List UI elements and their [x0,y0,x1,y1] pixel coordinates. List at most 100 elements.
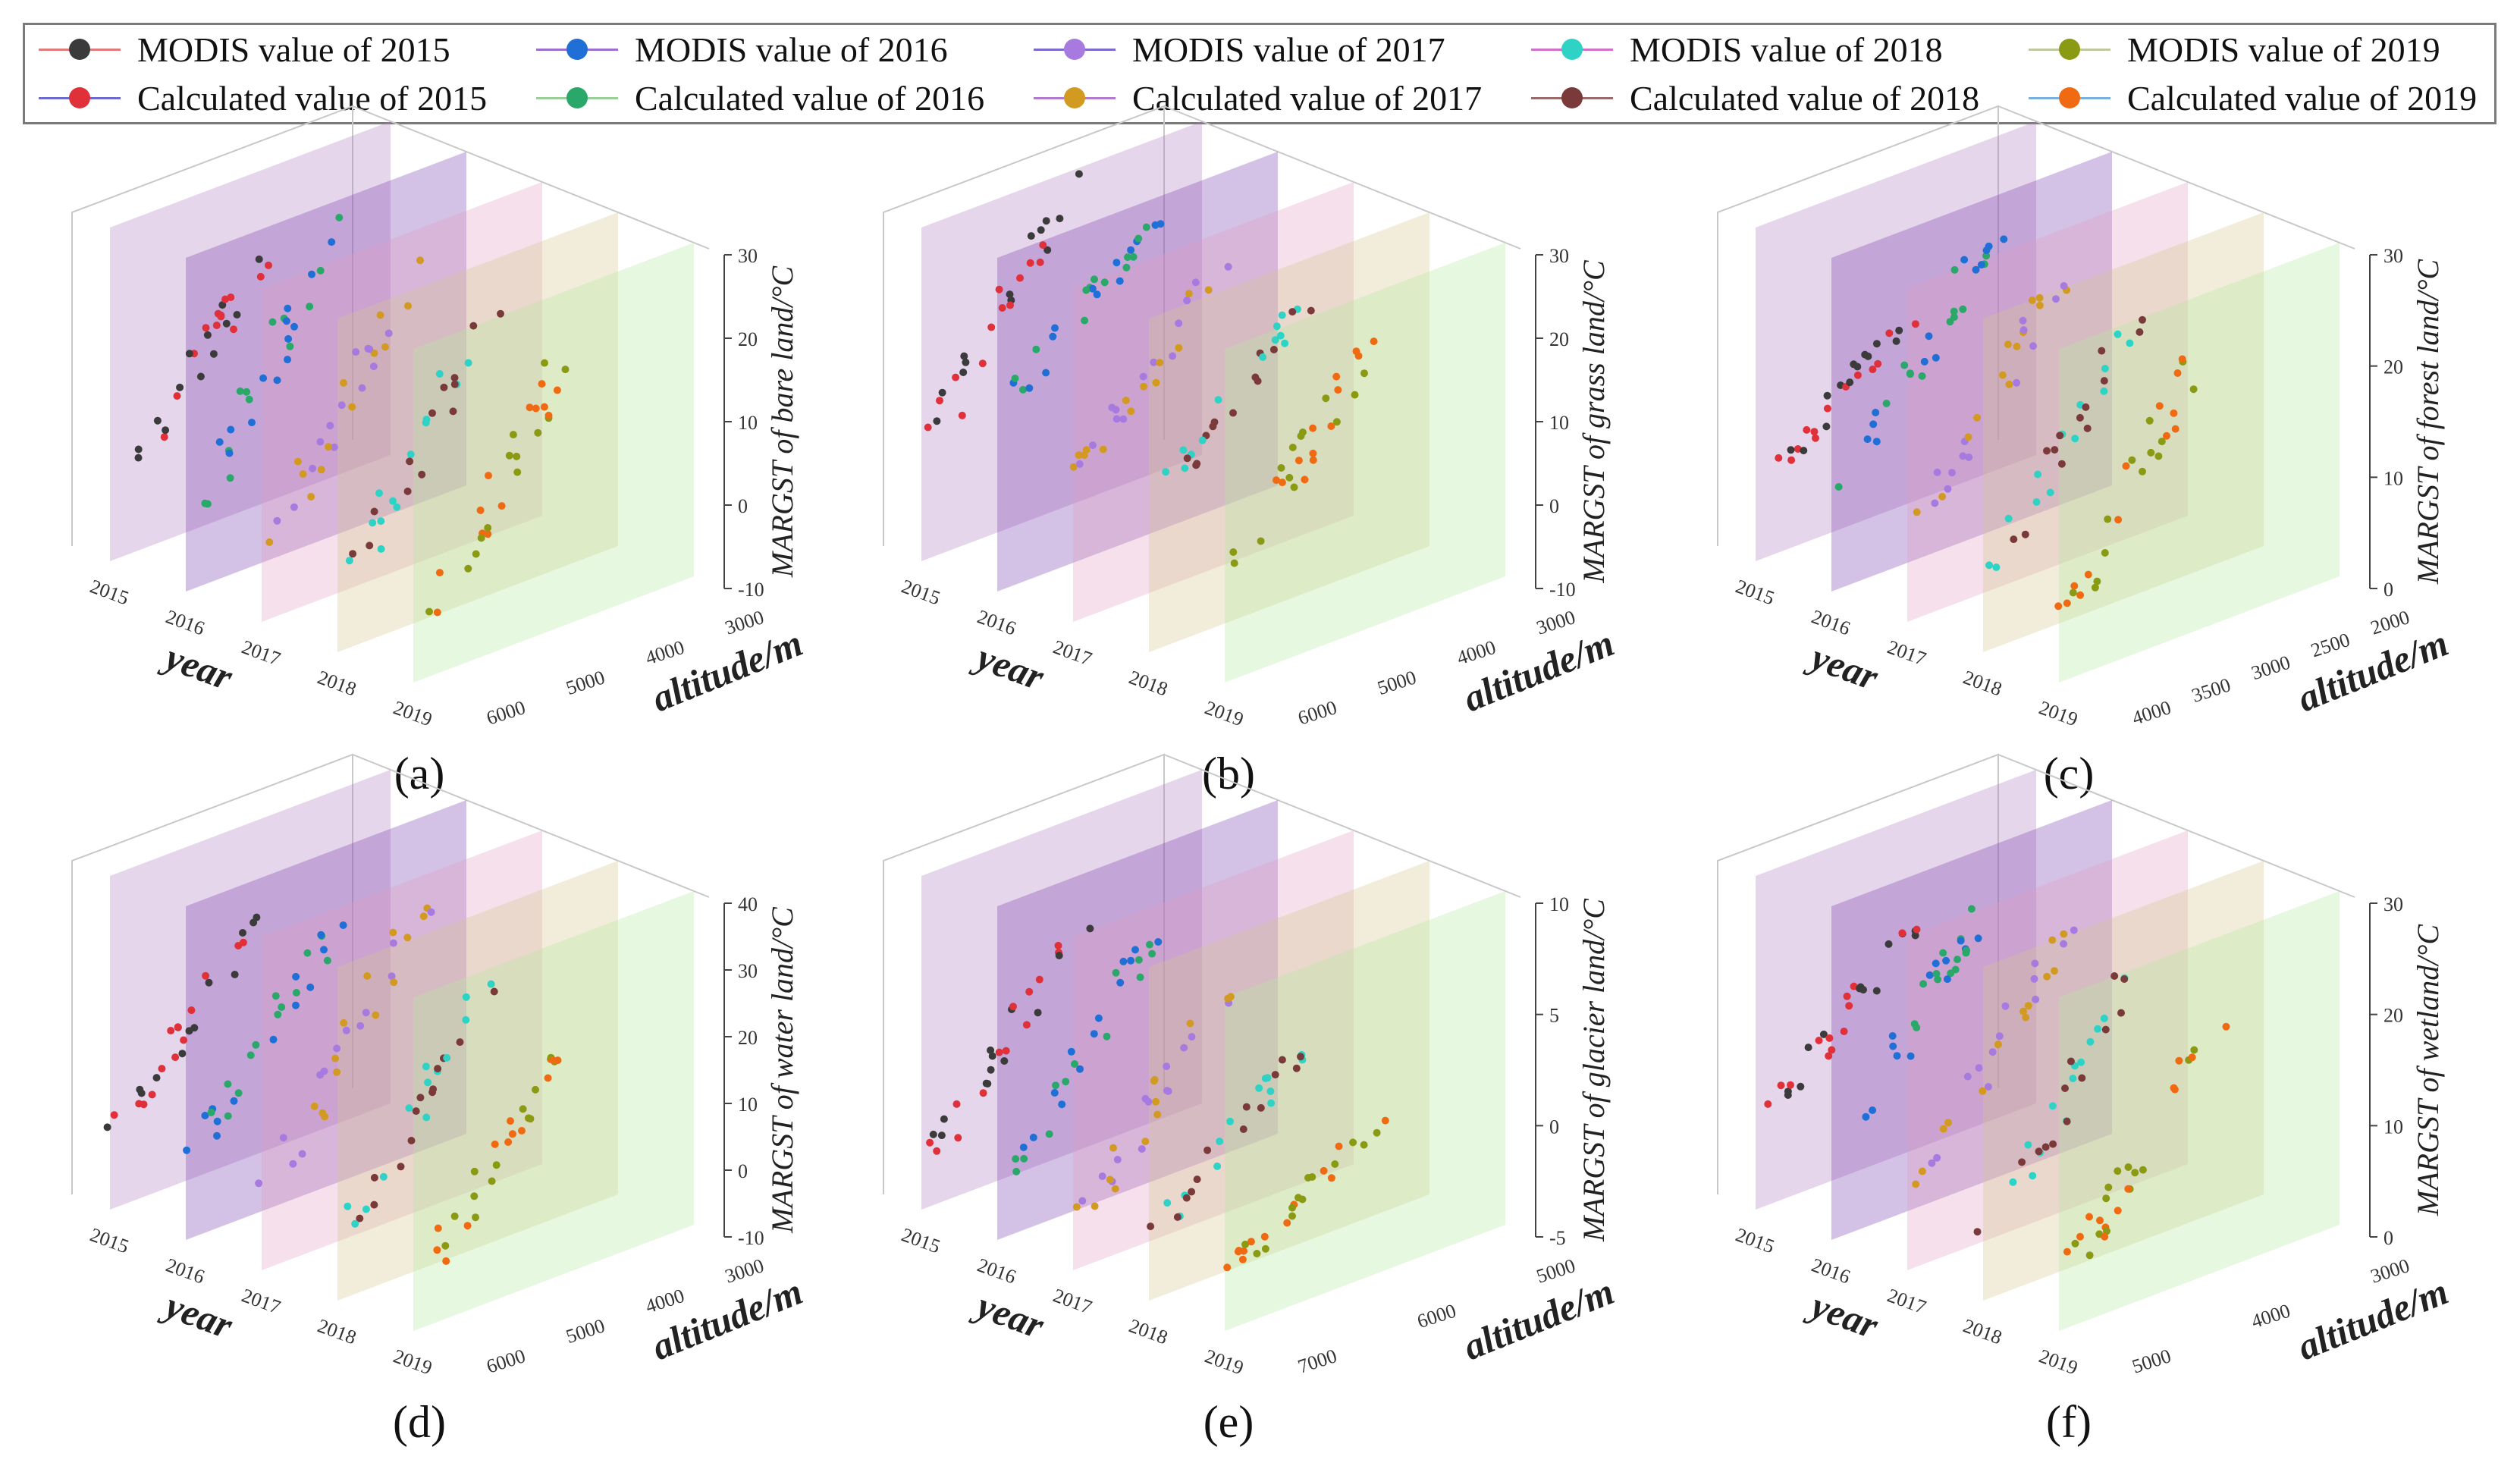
back-frame [883,105,1165,546]
data-point [487,980,495,988]
data-point [532,1085,539,1094]
year-plane [921,121,1202,561]
year-plane [2059,891,2340,1331]
data-point [1058,1100,1066,1109]
data-point [1882,400,1891,407]
data-point [377,517,385,526]
data-point [988,1052,996,1060]
data-point [2100,377,2108,385]
altitude-tick-label: 4000 [2249,1300,2292,1333]
data-point [962,358,970,366]
data-point [1973,1228,1982,1236]
data-point [403,934,412,942]
data-point [2032,498,2041,506]
data-point [2085,1213,2093,1221]
data-point [218,301,227,309]
data-point [1144,1097,1153,1106]
year-tick-label: 2015 [899,575,943,609]
data-point [1022,1021,1031,1029]
data-point [1179,446,1188,454]
data-point [1288,1204,1296,1212]
data-point [1920,357,1928,366]
z-tick-label: 40 [738,893,758,915]
data-point [2035,1147,2043,1156]
data-point [1840,1028,1848,1035]
data-point [1009,1003,1017,1011]
data-point [998,304,1006,312]
data-point [1862,1113,1870,1121]
data-point [1099,445,1107,454]
data-point [162,426,170,435]
data-point [2104,1183,2113,1191]
data-point [1925,332,1933,341]
top-frame [1163,105,1521,250]
year-axis-title: year [1803,1282,1885,1347]
data-point [212,322,221,329]
data-point [526,1115,535,1123]
data-point [1234,1248,1242,1256]
data-point [187,1006,196,1015]
data-point [1103,1032,1111,1040]
year-tick-label: 2019 [1202,1345,1247,1379]
altitude-tick-label: 6000 [1295,696,1339,730]
data-point [227,293,235,301]
altitude-tick-label: 3500 [2189,673,2233,707]
data-point [433,608,441,617]
data-point [406,457,414,466]
data-point [152,1074,161,1082]
legend-item: MODIS value of 2016 [532,27,948,72]
data-point [416,256,424,265]
data-point [427,908,435,916]
data-point [2035,293,2044,302]
data-point [554,1056,562,1065]
year-plane [110,121,391,561]
data-point [518,1127,526,1135]
z-tick-label: 30 [738,245,758,267]
data-point [2155,402,2164,410]
data-point [1055,952,1063,959]
data-point [1951,965,1960,974]
legend-item: MODIS value of 2018 [1527,27,1943,72]
data-point [284,356,291,364]
legend-marker-icon [1029,27,1120,72]
year-tick-label: 2015 [87,575,132,609]
data-point [1327,1174,1335,1182]
data-point [309,464,317,472]
data-point [1301,475,1309,484]
data-point [405,1104,413,1113]
data-point [1039,241,1047,250]
year-tick-label: 2018 [1960,1314,2005,1348]
data-point [284,304,292,312]
data-point [1939,949,1947,957]
data-point [2147,448,2155,457]
data-point [1954,956,1961,964]
data-point [416,1094,425,1102]
data-point [2000,235,2008,243]
data-point [230,325,237,334]
data-point [1959,452,1967,460]
data-point [443,1053,451,1062]
data-point [1845,1002,1853,1010]
altitude-tick-label: 4000 [1455,636,1499,670]
data-point [987,323,996,331]
altitude-tick-label: 5000 [2129,1345,2173,1378]
z-tick-label: -10 [738,579,764,601]
data-point [1957,937,1965,945]
data-point [2170,1084,2178,1092]
data-point [1925,971,1934,979]
data-point [435,370,444,378]
data-point [1292,1064,1301,1072]
altitude-tick-label: 4000 [643,1285,687,1318]
data-point [1950,265,1959,274]
year-plane [1983,212,2264,652]
data-point [335,213,344,221]
data-point [1911,320,1919,328]
data-point [274,1010,282,1018]
data-point [508,1130,516,1138]
data-point [1156,359,1164,367]
data-point [1898,929,1906,937]
z-tick-label: 20 [738,328,758,350]
data-point [1094,1014,1103,1022]
data-point [497,309,504,318]
legend-item: MODIS value of 2019 [2024,27,2440,72]
